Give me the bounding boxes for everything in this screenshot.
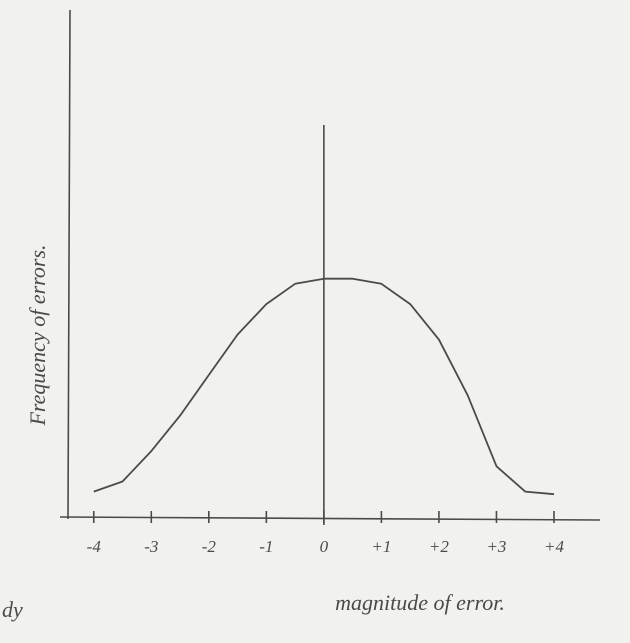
y-axis: [67, 9, 71, 520]
x-tick-label: -2: [202, 537, 217, 556]
x-tick-label: +4: [544, 537, 564, 556]
x-tick-label: +1: [371, 537, 391, 556]
x-tick-label: -1: [259, 537, 273, 556]
x-axis-label: magnitude of error.: [335, 590, 505, 615]
x-tick-label: -3: [144, 537, 158, 556]
x-tick-label: -4: [87, 537, 102, 556]
annotation: dy: [2, 597, 23, 622]
x-tick-label: +3: [486, 537, 506, 556]
curve: [93, 277, 555, 496]
x-tick-label: 0: [320, 537, 329, 556]
x-tick-label: +2: [429, 537, 449, 556]
y-axis-label: Frequency of errors.: [25, 244, 50, 426]
x-axis: [59, 516, 601, 521]
